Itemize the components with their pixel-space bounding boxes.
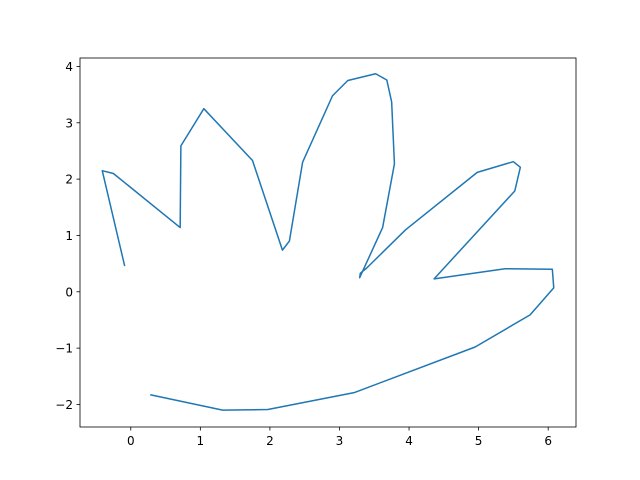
x-tick-label: 1 [197, 434, 205, 448]
x-tick-label: 3 [336, 434, 344, 448]
series-line [101, 73, 555, 411]
x-tick-label: 5 [475, 434, 483, 448]
plot-area [101, 73, 555, 411]
y-tick-label: 0 [65, 285, 73, 299]
y-tick-label: −2 [55, 398, 73, 412]
x-axis: 0 1 2 3 4 5 6 [127, 427, 552, 448]
x-tick-label: 2 [266, 434, 274, 448]
y-tick-label: 1 [65, 229, 73, 243]
x-tick-label: 4 [405, 434, 413, 448]
y-tick-label: 2 [65, 173, 73, 187]
plot-frame [79, 57, 577, 428]
x-tick-label: 0 [127, 434, 135, 448]
y-tick-label: 4 [65, 60, 73, 74]
y-tick-label: 3 [65, 116, 73, 130]
y-tick-label: −1 [55, 342, 73, 356]
y-axis: −2 −1 0 1 2 3 4 [55, 60, 80, 412]
x-tick-label: 6 [544, 434, 552, 448]
